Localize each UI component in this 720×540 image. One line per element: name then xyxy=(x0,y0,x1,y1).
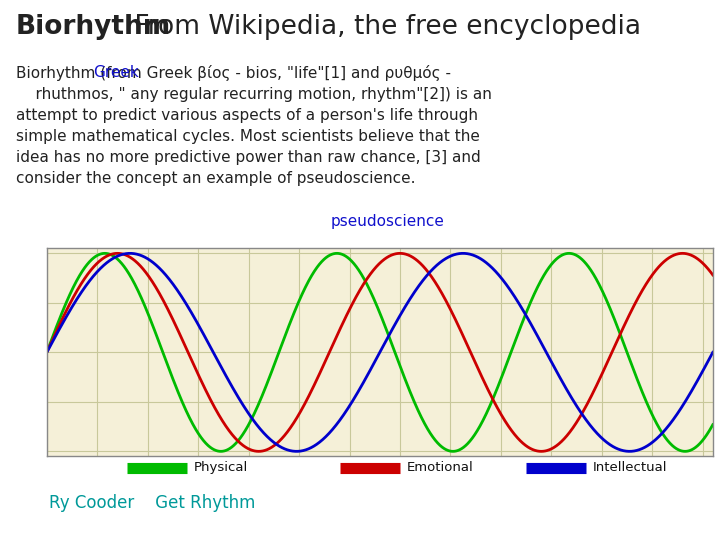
Text: Ry Cooder    Get Rhythm: Ry Cooder Get Rhythm xyxy=(49,494,256,512)
Text: Greek: Greek xyxy=(94,65,140,80)
Text: pseudoscience: pseudoscience xyxy=(330,214,444,229)
Text: Physical: Physical xyxy=(193,461,248,474)
Text: From Wikipedia, the free encyclopedia: From Wikipedia, the free encyclopedia xyxy=(126,14,641,40)
Text: Emotional: Emotional xyxy=(407,461,473,474)
Text: Intellectual: Intellectual xyxy=(593,461,667,474)
Text: Biorhythm: Biorhythm xyxy=(16,14,171,40)
Text: Biorhythm (from Greek βίος - bios, "life"[1] and ρυθμός -
    rhuthmos, " any re: Biorhythm (from Greek βίος - bios, "life… xyxy=(16,65,492,186)
